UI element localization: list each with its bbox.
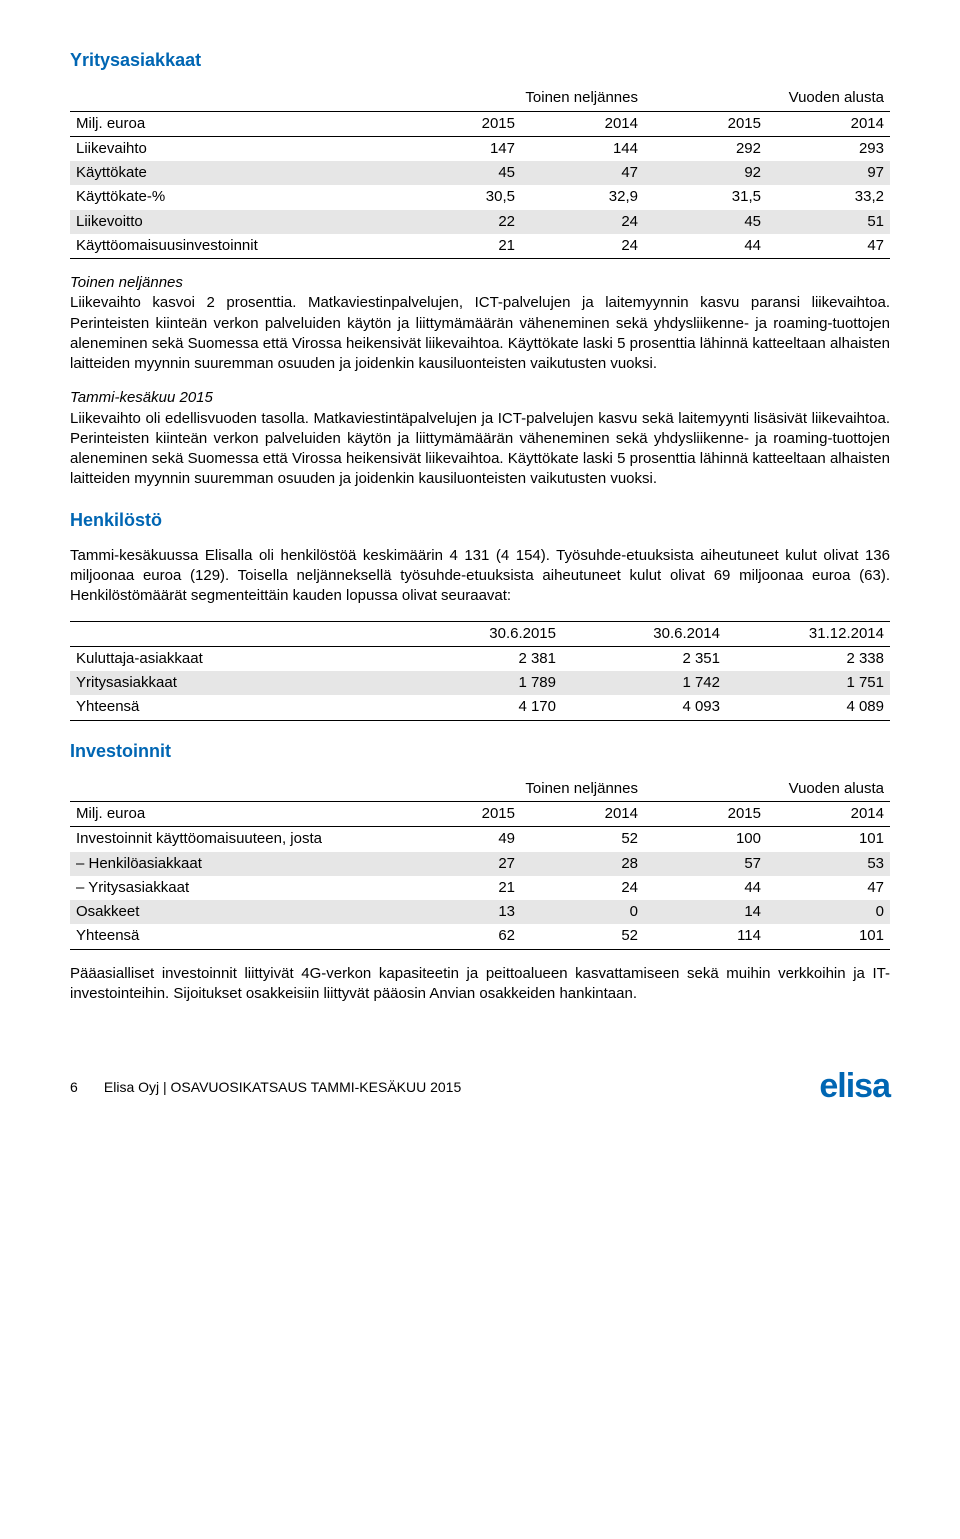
table-cell: 47	[767, 234, 890, 259]
table-row-label: Käyttökate-%	[70, 185, 398, 209]
table-cell: 52	[521, 827, 644, 852]
table-row-label: – Henkilöasiakkaat	[70, 852, 398, 876]
table-row-label: Investoinnit käyttöomaisuuteen, josta	[70, 827, 398, 852]
para-lead: Tammi-kesäkuu 2015	[70, 389, 213, 406]
table-cell: 101	[767, 924, 890, 949]
table-cell: 100	[644, 827, 767, 852]
table-cell: 13	[398, 900, 521, 924]
table-cell: 293	[767, 136, 890, 161]
table-row-label: Osakkeet	[70, 900, 398, 924]
table-cell: 45	[398, 161, 521, 185]
col-header: Milj. euroa	[70, 111, 398, 136]
table-cell: 44	[644, 234, 767, 259]
col-header: 31.12.2014	[726, 621, 890, 646]
table-cell: 32,9	[521, 185, 644, 209]
table-cell: 144	[521, 136, 644, 161]
table-henkilosto: 30.6.2015 30.6.2014 31.12.2014 Kuluttaja…	[70, 621, 890, 721]
heading-henkilosto: Henkilöstö	[70, 508, 890, 532]
col-header: 2014	[521, 802, 644, 827]
table-cell: 31,5	[644, 185, 767, 209]
table-cell: 114	[644, 924, 767, 949]
table-cell: 92	[644, 161, 767, 185]
table-row-label: – Yritysasiakkaat	[70, 876, 398, 900]
table-cell: 2 381	[398, 646, 562, 671]
table-cell: 30,5	[398, 185, 521, 209]
page-number: 6	[70, 1078, 100, 1097]
para-tammi-kesakuu: Tammi-kesäkuu 2015 Liikevaihto oli edell…	[70, 388, 890, 489]
table-cell: 47	[521, 161, 644, 185]
elisa-logo: elisa	[819, 1064, 890, 1110]
table-cell: 4 170	[398, 695, 562, 720]
table-row-label: Liikevaihto	[70, 136, 398, 161]
table-row-label: Yritysasiakkaat	[70, 671, 398, 695]
table-cell: 0	[767, 900, 890, 924]
table-cell: 49	[398, 827, 521, 852]
table-cell: 14	[644, 900, 767, 924]
table-cell: 2 351	[562, 646, 726, 671]
col-header: 2015	[398, 111, 521, 136]
heading-yritysasiakkaat: Yritysasiakkaat	[70, 48, 890, 72]
table-row-label: Yhteensä	[70, 695, 398, 720]
table-cell: 21	[398, 876, 521, 900]
table-cell: 51	[767, 210, 890, 234]
table-cell: 24	[521, 234, 644, 259]
table-cell: 53	[767, 852, 890, 876]
table-cell: 292	[644, 136, 767, 161]
table-cell: 24	[521, 876, 644, 900]
table-row-label: Yhteensä	[70, 924, 398, 949]
table-investoinnit: Toinen neljännes Vuoden alusta Milj. eur…	[70, 777, 890, 950]
table-cell: 45	[644, 210, 767, 234]
super-header-ytd: Vuoden alusta	[644, 777, 890, 802]
table-cell: 52	[521, 924, 644, 949]
col-header: 2015	[644, 111, 767, 136]
table-yritysasiakkaat: Toinen neljännes Vuoden alusta Milj. eur…	[70, 86, 890, 259]
table-cell: 57	[644, 852, 767, 876]
col-header: 2015	[398, 802, 521, 827]
col-header: 2015	[644, 802, 767, 827]
table-row-label: Käyttöomaisuusinvestoinnit	[70, 234, 398, 259]
table-cell: 101	[767, 827, 890, 852]
table-cell: 27	[398, 852, 521, 876]
col-header: 30.6.2014	[562, 621, 726, 646]
table-cell: 28	[521, 852, 644, 876]
table-cell: 0	[521, 900, 644, 924]
table-row-label: Liikevoitto	[70, 210, 398, 234]
table-cell: 1 742	[562, 671, 726, 695]
table-cell: 62	[398, 924, 521, 949]
table-cell: 33,2	[767, 185, 890, 209]
table-cell: 4 089	[726, 695, 890, 720]
table-cell: 2 338	[726, 646, 890, 671]
table-row-label: Käyttökate	[70, 161, 398, 185]
table-cell: 1 751	[726, 671, 890, 695]
col-header: 2014	[521, 111, 644, 136]
heading-investoinnit: Investoinnit	[70, 739, 890, 763]
col-header: 2014	[767, 111, 890, 136]
table-cell: 97	[767, 161, 890, 185]
footer-text: Elisa Oyj | OSAVUOSIKATSAUS TAMMI-KESÄKU…	[104, 1079, 461, 1095]
table-cell: 147	[398, 136, 521, 161]
table-cell: 21	[398, 234, 521, 259]
page-footer: 6 Elisa Oyj | OSAVUOSIKATSAUS TAMMI-KESÄ…	[70, 1054, 890, 1110]
table-cell: 47	[767, 876, 890, 900]
col-header	[70, 621, 398, 646]
super-header-ytd: Vuoden alusta	[644, 86, 890, 111]
para-lead: Toinen neljännes	[70, 274, 183, 291]
table-cell: 24	[521, 210, 644, 234]
col-header: Milj. euroa	[70, 802, 398, 827]
para-investoinnit-outro: Pääasialliset investoinnit liittyivät 4G…	[70, 964, 890, 1005]
super-header-q: Toinen neljännes	[398, 86, 644, 111]
para-henkilosto-intro: Tammi-kesäkuussa Elisalla oli henkilöstö…	[70, 546, 890, 607]
para-text: Liikevaihto oli edellisvuoden tasolla. M…	[70, 410, 890, 488]
table-cell: 4 093	[562, 695, 726, 720]
super-header-q: Toinen neljännes	[398, 777, 644, 802]
col-header: 2014	[767, 802, 890, 827]
table-row-label: Kuluttaja-asiakkaat	[70, 646, 398, 671]
para-toinen-neljannes: Toinen neljännes Liikevaihto kasvoi 2 pr…	[70, 273, 890, 374]
para-text: Liikevaihto kasvoi 2 prosenttia. Matkavi…	[70, 294, 890, 372]
col-header: 30.6.2015	[398, 621, 562, 646]
table-cell: 44	[644, 876, 767, 900]
table-cell: 1 789	[398, 671, 562, 695]
table-cell: 22	[398, 210, 521, 234]
